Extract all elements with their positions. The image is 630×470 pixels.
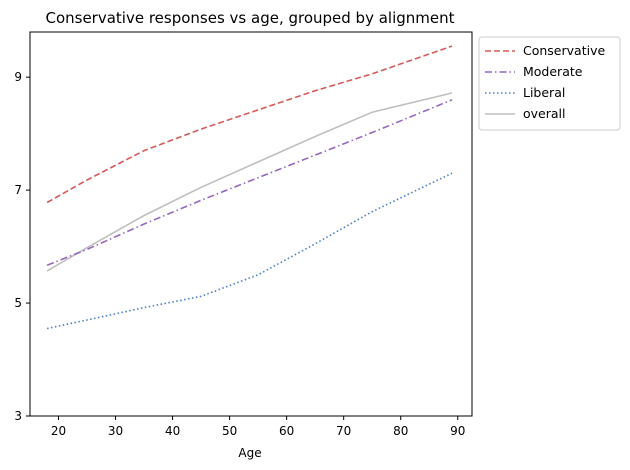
x-tick-label: 60 [279, 424, 294, 438]
series-line-liberal [46, 172, 453, 330]
y-tick-label: 5 [14, 296, 22, 310]
y-tick-label: 7 [14, 183, 22, 197]
legend-box [478, 36, 621, 131]
x-axis-title: Age [238, 446, 261, 460]
x-tick-label: 80 [393, 424, 408, 438]
x-tick-label: 30 [108, 424, 123, 438]
series-line-moderate [46, 99, 453, 266]
chart-title: Conservative responses vs age, grouped b… [45, 9, 454, 27]
x-tick-label: 90 [450, 424, 465, 438]
legend-label-overall: overall [523, 106, 565, 121]
y-tick-label: 9 [14, 70, 22, 84]
series-line-overall [46, 92, 453, 272]
y-tick-label: 3 [14, 409, 22, 423]
legend: Conservative Moderate Liberal overall [478, 36, 621, 131]
legend-label-conservative: Conservative [523, 43, 605, 58]
axes: 20 30 40 50 60 70 80 90 3 5 7 9 [14, 31, 473, 438]
plot-area [46, 45, 453, 330]
x-tick-label: 40 [165, 424, 180, 438]
legend-label-moderate: Moderate [523, 64, 583, 79]
x-tick-label: 70 [336, 424, 351, 438]
axes-frame [29, 31, 473, 417]
legend-label-liberal: Liberal [523, 85, 565, 100]
series-line-conservative [46, 45, 453, 204]
x-tick-label: 20 [51, 424, 66, 438]
x-tick-label: 50 [222, 424, 237, 438]
